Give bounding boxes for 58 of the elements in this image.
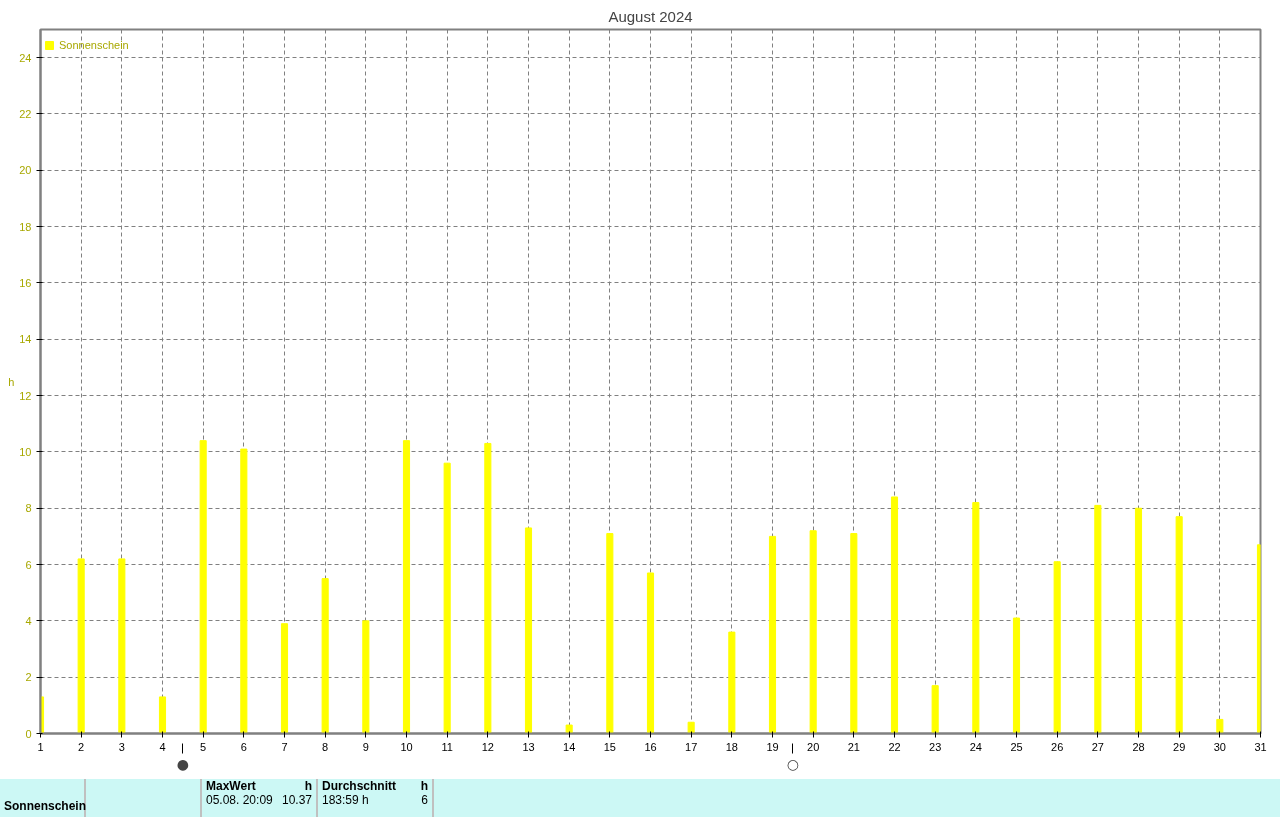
x-tick-label: 7 bbox=[281, 740, 288, 753]
y-axis-title: h bbox=[8, 375, 15, 388]
x-tick-label: 23 bbox=[929, 740, 942, 753]
x-tick-label: 15 bbox=[603, 740, 616, 753]
text: MaxWert bbox=[206, 779, 256, 793]
y-tick-label: 0 bbox=[25, 727, 32, 740]
x-tick-label: 3 bbox=[118, 740, 125, 753]
x-tick-label: 10 bbox=[400, 740, 413, 753]
x-tick-label: 14 bbox=[563, 740, 576, 753]
x-tick-label: 1 bbox=[37, 740, 44, 753]
text: Durchschnitt bbox=[322, 779, 397, 793]
x-tick-label: 25 bbox=[1010, 740, 1023, 753]
y-tick-label: 2 bbox=[25, 671, 32, 684]
ref-line-label: ● bbox=[176, 755, 189, 772]
text: h bbox=[420, 779, 428, 793]
x-tick-label: 30 bbox=[1213, 740, 1226, 753]
y-tick-label: 16 bbox=[19, 276, 32, 289]
x-tick-label: 27 bbox=[1091, 740, 1104, 753]
text: 6 bbox=[421, 793, 428, 807]
y-tick-label: 22 bbox=[19, 107, 32, 120]
x-tick-label: 4 bbox=[159, 740, 166, 753]
ref-line-label: ○ bbox=[786, 755, 799, 772]
x-tick-label: 17 bbox=[685, 740, 698, 753]
x-tick-label: 31 bbox=[1254, 740, 1267, 753]
y-tick-label: 12 bbox=[19, 389, 32, 402]
text: 10.37 bbox=[281, 793, 312, 807]
x-tick-label: 18 bbox=[725, 740, 738, 753]
x-tick-label: 9 bbox=[362, 740, 369, 753]
x-tick-label: 24 bbox=[969, 740, 982, 753]
y-tick-label: 10 bbox=[19, 445, 32, 458]
y-tick-label: 14 bbox=[19, 333, 32, 346]
x-tick-label: 26 bbox=[1051, 740, 1064, 753]
x-tick-label: 21 bbox=[847, 740, 860, 753]
x-tick-label: 6 bbox=[240, 740, 247, 753]
x-tick-label: 2 bbox=[78, 740, 85, 753]
y-tick-label: 20 bbox=[19, 164, 32, 177]
x-tick-label: 20 bbox=[807, 740, 820, 753]
y-tick-label: 18 bbox=[19, 220, 32, 233]
chart-title: August 2024 bbox=[608, 7, 693, 25]
x-tick-label: 8 bbox=[322, 740, 329, 753]
x-tick-label: 16 bbox=[644, 740, 657, 753]
text: h bbox=[304, 779, 312, 793]
y-tick-label: 4 bbox=[25, 614, 32, 627]
y-tick-label: 24 bbox=[19, 51, 32, 64]
legend-label: Sonnenschein bbox=[59, 39, 129, 51]
y-tick-label: 6 bbox=[25, 558, 32, 571]
y-tick-label: 8 bbox=[25, 502, 32, 515]
text: 05.08. 20:09 bbox=[206, 793, 273, 807]
x-tick-label: 28 bbox=[1132, 740, 1145, 753]
x-tick-label: 29 bbox=[1173, 740, 1186, 753]
x-tick-label: 5 bbox=[200, 740, 207, 753]
x-tick-label: 13 bbox=[522, 740, 535, 753]
text: Sonnenschein bbox=[4, 799, 87, 813]
x-tick-label: 11 bbox=[441, 740, 453, 753]
text: 183:59 h bbox=[322, 793, 369, 807]
x-tick-label: 19 bbox=[766, 740, 779, 753]
x-tick-label: 22 bbox=[888, 740, 901, 753]
x-tick-label: 12 bbox=[481, 740, 494, 753]
